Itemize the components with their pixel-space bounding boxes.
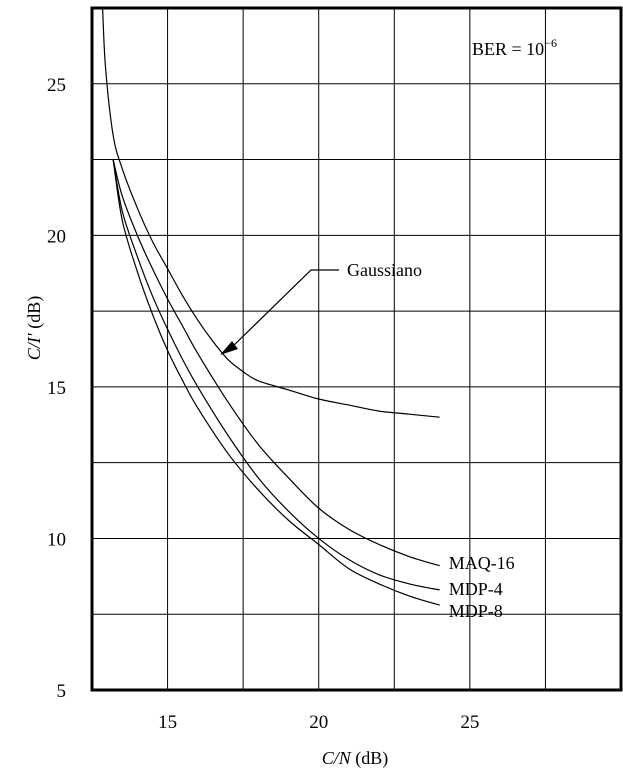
- x-tick-label: 20: [309, 712, 328, 733]
- x-axis-label: C/N (dB): [322, 748, 389, 769]
- arrow-line: [228, 269, 339, 351]
- series-line-mdp-8: [112, 159, 440, 606]
- y-axis-label-var: C/I′: [24, 332, 44, 360]
- series-line-maq-16: [112, 159, 440, 567]
- y-tick-label: 20: [47, 226, 66, 247]
- series-label-mdp-8: MDP-8: [449, 601, 503, 621]
- plot-frame: [90, 6, 623, 692]
- y-axis-label-unit: (dB): [24, 296, 45, 334]
- y-tick-label: 15: [47, 378, 66, 399]
- ber-annotation-main: BER = 10: [472, 39, 544, 59]
- y-tick-label: 25: [47, 75, 66, 96]
- series-line-gaussiano: [101, 7, 440, 418]
- x-axis-label-var: C/N: [322, 748, 352, 768]
- x-tick-label: 15: [158, 712, 177, 733]
- arrow-head: [220, 341, 238, 355]
- series-label-maq-16: MAQ-16: [449, 553, 515, 573]
- y-tick-labels: 5 10 15 20 25: [47, 75, 66, 702]
- gaussiano-arrow: [220, 269, 339, 355]
- x-axis-label-unit: (dB): [351, 748, 389, 769]
- curves: [101, 7, 440, 606]
- grid-lines: [92, 8, 621, 690]
- series-line-mdp-4: [112, 159, 440, 591]
- series-label-mdp-4: MDP-4: [449, 579, 503, 599]
- ber-annotation-sup: −6: [544, 36, 557, 50]
- y-tick-label: 5: [57, 681, 67, 702]
- x-tick-label: 25: [460, 712, 479, 733]
- y-axis-label: C/I′ (dB): [24, 296, 45, 360]
- y-tick-label: 10: [47, 529, 66, 550]
- x-tick-labels: 15 20 25: [158, 712, 479, 733]
- ber-annotation: BER = 10−6: [472, 36, 557, 59]
- series-label-gaussiano: Gaussiano: [347, 260, 422, 280]
